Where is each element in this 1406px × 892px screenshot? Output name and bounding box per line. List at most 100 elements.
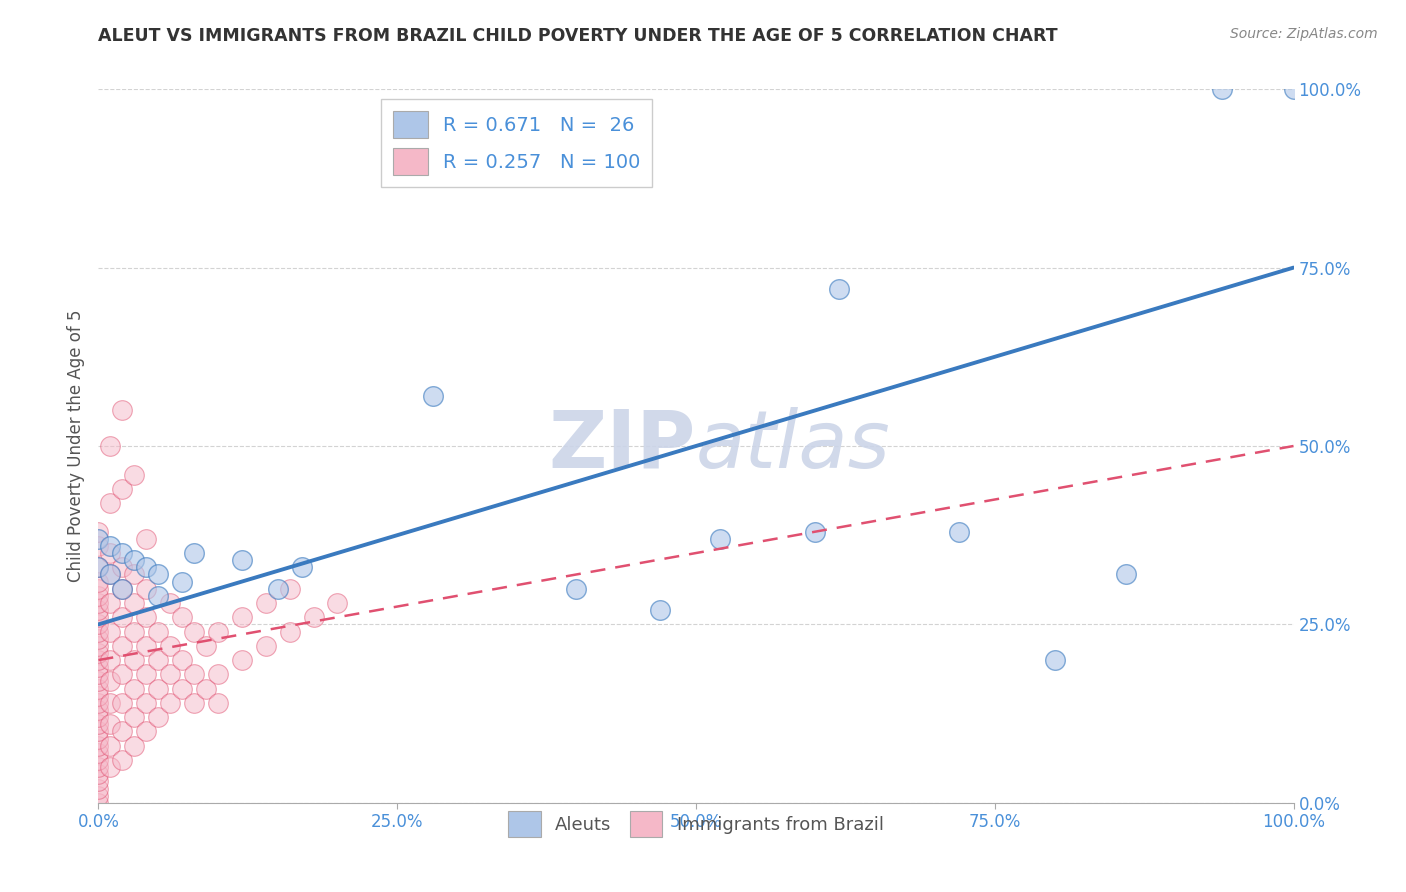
Point [87,603,110,617]
Point [87,724,110,739]
Point [422,389,444,403]
Point [183,624,205,639]
Point [124,596,146,610]
Point [709,532,731,546]
Point [124,681,146,696]
Point [87,753,110,767]
Point [183,667,205,681]
Point [172,653,194,667]
Point [87,639,110,653]
Point [98,717,122,731]
Point [183,546,205,560]
Point [87,717,110,731]
Text: Source: ZipAtlas.com: Source: ZipAtlas.com [1230,27,1378,41]
Point [98,624,122,639]
Point [98,567,122,582]
Point [1282,82,1305,96]
Point [87,582,110,596]
Point [87,703,110,717]
Point [267,582,290,596]
Point [648,603,672,617]
Point [98,739,122,753]
Legend: Aleuts, Immigrants from Brazil: Aleuts, Immigrants from Brazil [501,804,891,844]
Point [111,546,134,560]
Point [87,660,110,674]
Point [111,724,134,739]
Point [98,439,122,453]
Point [135,639,157,653]
Point [98,546,122,560]
Point [98,596,122,610]
Point [195,639,218,653]
Point [231,553,253,567]
Point [87,774,110,789]
Point [148,567,170,582]
Point [87,681,110,696]
Point [87,589,110,603]
Point [87,696,110,710]
Point [98,696,122,710]
Point [111,582,134,596]
Point [183,696,205,710]
Point [135,724,157,739]
Point [828,282,851,296]
Point [87,560,110,574]
Y-axis label: Child Poverty Under the Age of 5: Child Poverty Under the Age of 5 [66,310,84,582]
Point [148,710,170,724]
Point [87,746,110,760]
Point [87,596,110,610]
Point [135,610,157,624]
Point [124,624,146,639]
Point [254,639,277,653]
Point [159,596,181,610]
Point [87,674,110,689]
Point [159,667,181,681]
Point [111,639,134,653]
Point [124,653,146,667]
Point [135,582,157,596]
Point [87,689,110,703]
Point [948,524,970,539]
Point [87,781,110,796]
Point [278,582,301,596]
Point [87,646,110,660]
Point [195,681,218,696]
Point [87,610,110,624]
Point [207,696,229,710]
Point [111,610,134,624]
Point [87,710,110,724]
Point [804,524,827,539]
Point [207,667,229,681]
Point [124,567,146,582]
Point [87,789,110,803]
Point [87,796,110,810]
Point [135,696,157,710]
Point [135,667,157,681]
Point [1115,567,1137,582]
Point [565,582,588,596]
Point [291,560,314,574]
Point [207,624,229,639]
Point [87,739,110,753]
Point [111,753,134,767]
Point [87,624,110,639]
Point [254,596,277,610]
Point [124,710,146,724]
Text: ALEUT VS IMMIGRANTS FROM BRAZIL CHILD POVERTY UNDER THE AGE OF 5 CORRELATION CHA: ALEUT VS IMMIGRANTS FROM BRAZIL CHILD PO… [98,27,1059,45]
Point [87,539,110,553]
Point [135,560,157,574]
Point [87,617,110,632]
Point [278,624,301,639]
Point [135,532,157,546]
Point [302,610,325,624]
Point [159,639,181,653]
Point [148,589,170,603]
Point [1211,82,1233,96]
Text: ZIP: ZIP [548,407,696,485]
Point [111,667,134,681]
Point [87,560,110,574]
Point [98,496,122,510]
Point [87,574,110,589]
Point [87,767,110,781]
Point [87,532,110,546]
